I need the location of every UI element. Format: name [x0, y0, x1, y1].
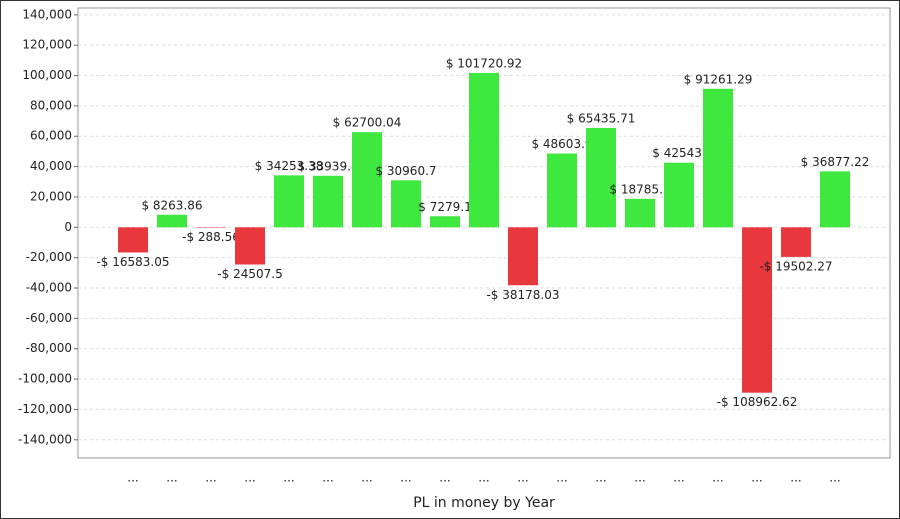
bar: [469, 72, 499, 228]
value-label: $ 18785.1: [609, 182, 670, 196]
x-tick-label: ...: [595, 471, 606, 485]
bar: [586, 127, 616, 228]
x-tick-label: ...: [751, 471, 762, 485]
value-label: -$ 108962.62: [717, 395, 798, 409]
value-label: $ 8263.86: [141, 198, 202, 212]
bar: [274, 175, 304, 228]
x-tick-label: ...: [478, 471, 489, 485]
value-label: -$ 288.56: [182, 230, 240, 244]
bar: [430, 216, 460, 228]
value-label: $ 36877.22: [801, 155, 870, 169]
y-tick-label: -140,000: [18, 432, 72, 446]
value-label: $ 62700.04: [333, 116, 402, 130]
x-tick-label: ...: [673, 471, 684, 485]
y-tick-label: -40,000: [26, 281, 72, 295]
x-tick-label: ...: [556, 471, 567, 485]
x-tick-label: ...: [205, 471, 216, 485]
value-label: $ 91261.29: [684, 72, 753, 86]
x-tick-label: ...: [439, 471, 450, 485]
value-label: $ 30960.7: [375, 164, 436, 178]
value-label: $ 101720.92: [446, 56, 522, 70]
y-tick-label: -80,000: [26, 341, 72, 355]
bar: [547, 153, 577, 228]
y-tick-label: 100,000: [22, 68, 72, 82]
value-label: $ 33939.8: [297, 159, 358, 173]
bar: [235, 227, 265, 265]
y-tick-label: -60,000: [26, 311, 72, 325]
y-tick-label: 80,000: [30, 98, 72, 112]
x-axis-title: PL in money by Year: [413, 495, 555, 511]
x-tick-label: ...: [517, 471, 528, 485]
x-tick-label: ...: [400, 471, 411, 485]
x-tick-label: ...: [361, 471, 372, 485]
value-label: $ 34253.38: [255, 159, 324, 173]
value-label: $ 7279.1: [418, 200, 471, 214]
bar: [508, 227, 538, 286]
value-label: $ 48603.9: [531, 137, 592, 151]
x-tick-label: ...: [322, 471, 333, 485]
y-tick-label: 60,000: [30, 129, 72, 143]
bar: [352, 132, 382, 228]
bar: [391, 180, 421, 228]
y-tick-label: 0: [64, 220, 72, 234]
value-label: -$ 24507.5: [217, 267, 282, 281]
x-tick-label: ...: [166, 471, 177, 485]
bar: [820, 171, 850, 228]
bar: [313, 175, 343, 228]
y-tick-label: 40,000: [30, 159, 72, 173]
y-tick-label: 20,000: [30, 189, 72, 203]
x-tick-label: ...: [634, 471, 645, 485]
value-label: -$ 16583.05: [96, 255, 169, 269]
bar: [118, 227, 148, 253]
y-tick-label: -100,000: [18, 372, 72, 386]
y-tick-label: 140,000: [22, 7, 72, 21]
bar: [742, 227, 772, 393]
x-tick-label: ...: [244, 471, 255, 485]
y-tick-label: -120,000: [18, 402, 72, 416]
bar: [781, 227, 811, 257]
bar: [703, 88, 733, 228]
x-tick-label: ...: [712, 471, 723, 485]
value-label: -$ 38178.03: [486, 288, 559, 302]
x-tick-label: ...: [829, 471, 840, 485]
value-label: -$ 19502.27: [759, 259, 832, 273]
x-tick-label: ...: [127, 471, 138, 485]
bar: [157, 214, 187, 228]
x-tick-label: ...: [283, 471, 294, 485]
y-tick-label: -20,000: [26, 250, 72, 264]
y-tick-label: 120,000: [22, 38, 72, 52]
bar: [664, 162, 694, 228]
value-label: $ 65435.71: [567, 111, 636, 125]
x-tick-label: ...: [790, 471, 801, 485]
value-label: $ 42543.: [652, 146, 705, 160]
bar: [625, 198, 655, 228]
